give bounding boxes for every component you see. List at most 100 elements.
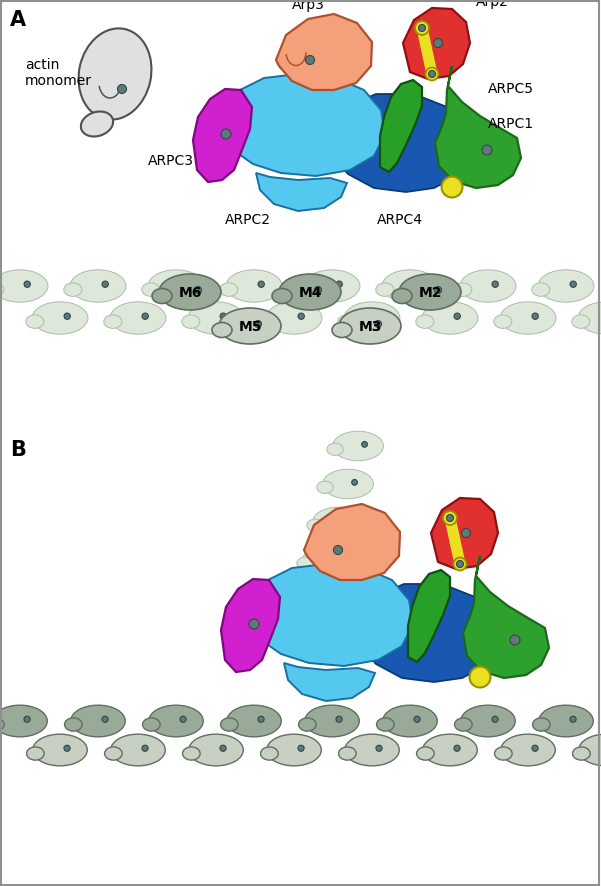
Ellipse shape (494, 315, 512, 329)
Ellipse shape (0, 284, 4, 297)
Circle shape (435, 287, 442, 294)
Ellipse shape (399, 275, 461, 311)
Ellipse shape (287, 595, 304, 608)
Ellipse shape (0, 719, 4, 731)
Text: Arp2: Arp2 (476, 0, 509, 9)
Ellipse shape (183, 747, 200, 760)
Ellipse shape (376, 284, 394, 297)
Ellipse shape (422, 302, 478, 335)
Ellipse shape (454, 719, 472, 731)
Circle shape (221, 130, 231, 140)
Circle shape (298, 745, 304, 751)
Circle shape (305, 57, 314, 66)
Ellipse shape (227, 705, 281, 737)
Text: Arp3: Arp3 (291, 0, 325, 12)
Ellipse shape (304, 270, 360, 303)
Ellipse shape (416, 315, 434, 329)
Ellipse shape (64, 719, 82, 731)
Polygon shape (435, 67, 521, 189)
Circle shape (510, 635, 520, 645)
Ellipse shape (327, 444, 343, 456)
Ellipse shape (142, 719, 160, 731)
Circle shape (336, 717, 342, 722)
Ellipse shape (266, 302, 322, 335)
Ellipse shape (332, 323, 352, 338)
Circle shape (418, 26, 426, 33)
Circle shape (312, 632, 317, 638)
Circle shape (570, 717, 576, 722)
Ellipse shape (392, 289, 412, 304)
Ellipse shape (26, 315, 44, 329)
Ellipse shape (332, 431, 383, 462)
Ellipse shape (159, 275, 221, 311)
Ellipse shape (313, 508, 364, 537)
Ellipse shape (70, 270, 126, 303)
Ellipse shape (338, 315, 356, 329)
Text: actin
monomer: actin monomer (25, 58, 92, 88)
Ellipse shape (32, 302, 88, 335)
Ellipse shape (572, 315, 590, 329)
Ellipse shape (279, 275, 341, 311)
Circle shape (220, 314, 227, 320)
Polygon shape (356, 585, 499, 682)
Polygon shape (256, 174, 347, 212)
Circle shape (195, 287, 201, 294)
Circle shape (462, 529, 471, 538)
Circle shape (532, 314, 538, 320)
Circle shape (532, 745, 538, 751)
Circle shape (362, 442, 367, 447)
Ellipse shape (182, 315, 200, 329)
Ellipse shape (344, 302, 400, 335)
Polygon shape (284, 664, 375, 701)
Ellipse shape (293, 584, 343, 613)
Circle shape (102, 282, 108, 288)
Ellipse shape (189, 734, 243, 766)
Circle shape (332, 556, 337, 562)
Text: ARPC4: ARPC4 (377, 213, 423, 227)
Ellipse shape (226, 270, 282, 303)
Ellipse shape (383, 705, 438, 737)
Ellipse shape (532, 284, 550, 297)
Ellipse shape (32, 734, 87, 766)
Ellipse shape (260, 315, 278, 329)
Circle shape (414, 282, 420, 288)
Circle shape (352, 480, 358, 486)
Circle shape (24, 717, 30, 722)
Circle shape (454, 745, 460, 751)
Text: M6: M6 (178, 285, 202, 299)
Ellipse shape (338, 747, 356, 760)
Polygon shape (403, 9, 470, 80)
Ellipse shape (415, 22, 429, 36)
Ellipse shape (26, 747, 44, 760)
Ellipse shape (345, 734, 399, 766)
Ellipse shape (578, 302, 601, 335)
Ellipse shape (148, 705, 203, 737)
Circle shape (180, 717, 186, 722)
Circle shape (336, 282, 343, 288)
Polygon shape (408, 571, 450, 662)
Circle shape (482, 146, 492, 156)
Ellipse shape (339, 308, 401, 345)
Circle shape (254, 321, 261, 328)
Text: ARPC5: ARPC5 (488, 82, 534, 96)
Ellipse shape (277, 633, 293, 646)
Polygon shape (248, 564, 413, 666)
Ellipse shape (110, 302, 166, 335)
Ellipse shape (64, 284, 82, 297)
Circle shape (118, 85, 126, 95)
Circle shape (492, 282, 498, 288)
Ellipse shape (212, 323, 232, 338)
Ellipse shape (299, 719, 316, 731)
Text: M2: M2 (418, 285, 442, 299)
Circle shape (249, 619, 259, 629)
Ellipse shape (423, 734, 477, 766)
Ellipse shape (188, 302, 244, 335)
Ellipse shape (272, 289, 292, 304)
Ellipse shape (382, 270, 438, 303)
Ellipse shape (81, 113, 113, 137)
Ellipse shape (461, 705, 515, 737)
Circle shape (258, 717, 264, 722)
Circle shape (64, 745, 70, 751)
Ellipse shape (219, 308, 281, 345)
Circle shape (454, 314, 460, 320)
